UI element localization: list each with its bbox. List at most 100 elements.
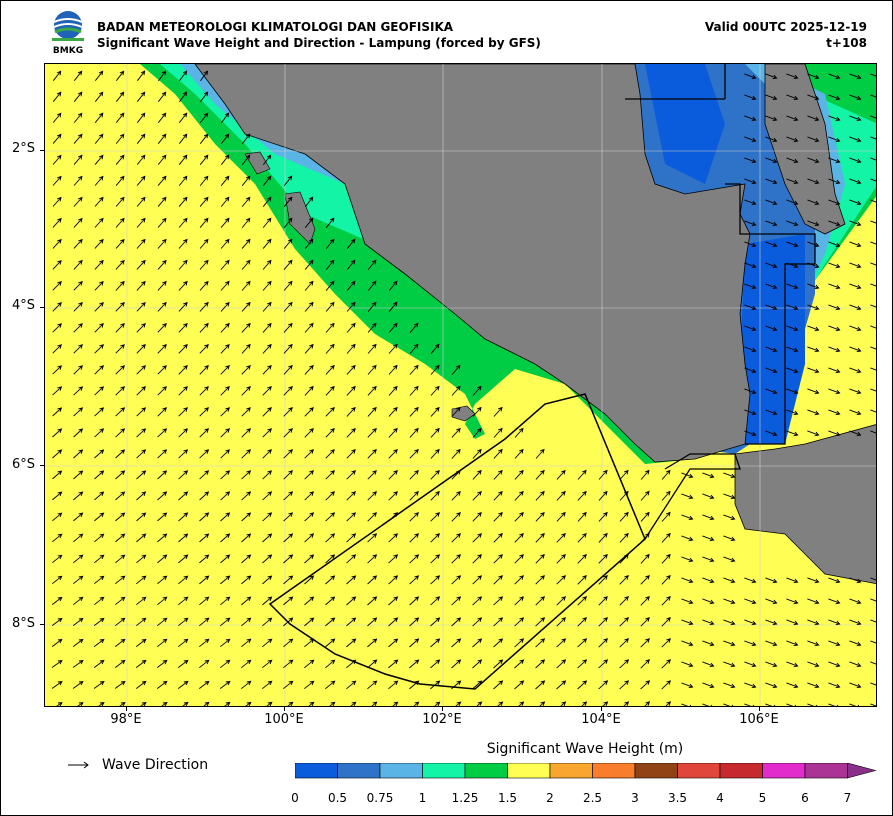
wave-arrow [640,575,650,585]
wave-arrow [807,136,820,143]
wave-arrow [430,512,440,522]
wave-arrow [346,596,357,606]
wave-arrow [241,217,251,228]
wave-arrow [220,322,230,333]
wave-arrow [52,407,63,417]
wave-arrow [367,280,377,291]
wave-arrow [430,343,440,354]
wave-arrow [535,617,546,627]
header-left: BADAN METEOROLOGI KLIMATOLOGI DAN GEOFIS… [97,19,541,51]
wave-arrow [241,428,251,438]
wave-arrow [807,73,820,80]
colorbar-tick-label: 7 [843,791,852,805]
wave-arrow [409,449,419,459]
wave-arrow [535,638,546,648]
wave-arrow [388,554,399,564]
wave-arrow [765,115,778,122]
wave-arrow [136,302,146,312]
wave-arrow [220,133,230,144]
wave-arrow [388,617,399,627]
wave-arrow [430,491,440,501]
wave-arrow [199,638,210,648]
wave-arrow [661,659,671,669]
wave-arrow [807,346,820,353]
wave-arrow [409,638,420,648]
wave-arrow [514,617,525,627]
wave-arrow [325,259,335,270]
wave-arrow [828,94,841,101]
wave-arrow [388,575,399,585]
wave-arrow [115,344,125,354]
wave-arrow [199,344,209,354]
wave-arrow [156,680,168,689]
arrow-right-icon [68,761,89,769]
wave-arrow [178,323,188,333]
wave-arrow [619,596,629,606]
wave-arrow [283,259,293,270]
wave-arrow [220,407,230,417]
wave-arrow [828,136,841,143]
wave-arrow [828,661,841,668]
wave-arrow [262,386,272,396]
wave-arrow [262,575,273,585]
wave-arrow [388,385,398,396]
wave-arrow [765,640,778,647]
wave-arrow [346,680,357,690]
wave-arrow [283,364,293,375]
wave-arrow [409,343,419,354]
wave-arrow [388,659,399,669]
wave-arrow [283,491,294,501]
wave-arrow [346,533,357,543]
wave-arrow [786,661,799,668]
wave-arrow [178,617,189,627]
wave-arrow [157,112,167,123]
wave-arrow [51,596,63,605]
colorbar-segment [549,763,593,779]
colorbar-tick-label: 0.75 [366,791,394,805]
wave-arrow [702,472,715,479]
chart-subtitle: Significant Wave Height and Direction - … [97,36,541,50]
wave-arrow [744,703,755,706]
wave-arrow [182,701,189,706]
wave-arrow [136,365,146,375]
wave-arrow [870,409,876,413]
wave-arrow [828,178,841,185]
lon-label-102e: 102°E [422,712,462,727]
wave-arrow [73,238,83,249]
colorbar-tick-label: 1.25 [451,791,479,805]
wave-arrow [115,533,126,543]
wave-arrow [493,406,503,417]
wave-arrow [577,617,587,627]
wave-arrow [199,575,210,585]
wave-arrow [619,511,629,522]
wave-arrow [367,322,377,333]
wave-arrow [786,283,799,290]
wave-arrow [346,406,356,417]
wave-arrow [115,491,126,501]
wave-arrow [744,157,757,164]
wave-arrow [849,409,862,416]
wave-arrow [73,428,84,438]
wave-arrow [514,659,525,669]
wave-arrow [681,514,694,521]
wave-arrow [535,659,546,669]
wave-arrow [220,259,230,270]
wave-arrow [178,386,188,396]
bmkg-logo-icon: BMKG [52,11,84,56]
wave-arrow [849,262,862,269]
wave-arrow [93,680,105,689]
wave-arrow [849,703,860,706]
wave-arrow [283,280,293,291]
wave-arrow [388,280,398,291]
wave-arrow [602,701,609,706]
wave-arrow [72,680,84,689]
wave-arrow [136,259,146,270]
wave-arrow [619,532,629,543]
wave-arrow [786,241,799,248]
wave-arrow [157,323,167,333]
wave-arrow [472,554,482,564]
wave-arrow [241,322,251,333]
wave-arrow [765,73,778,80]
wave-arrow [136,407,146,417]
wave-arrow [870,640,876,644]
